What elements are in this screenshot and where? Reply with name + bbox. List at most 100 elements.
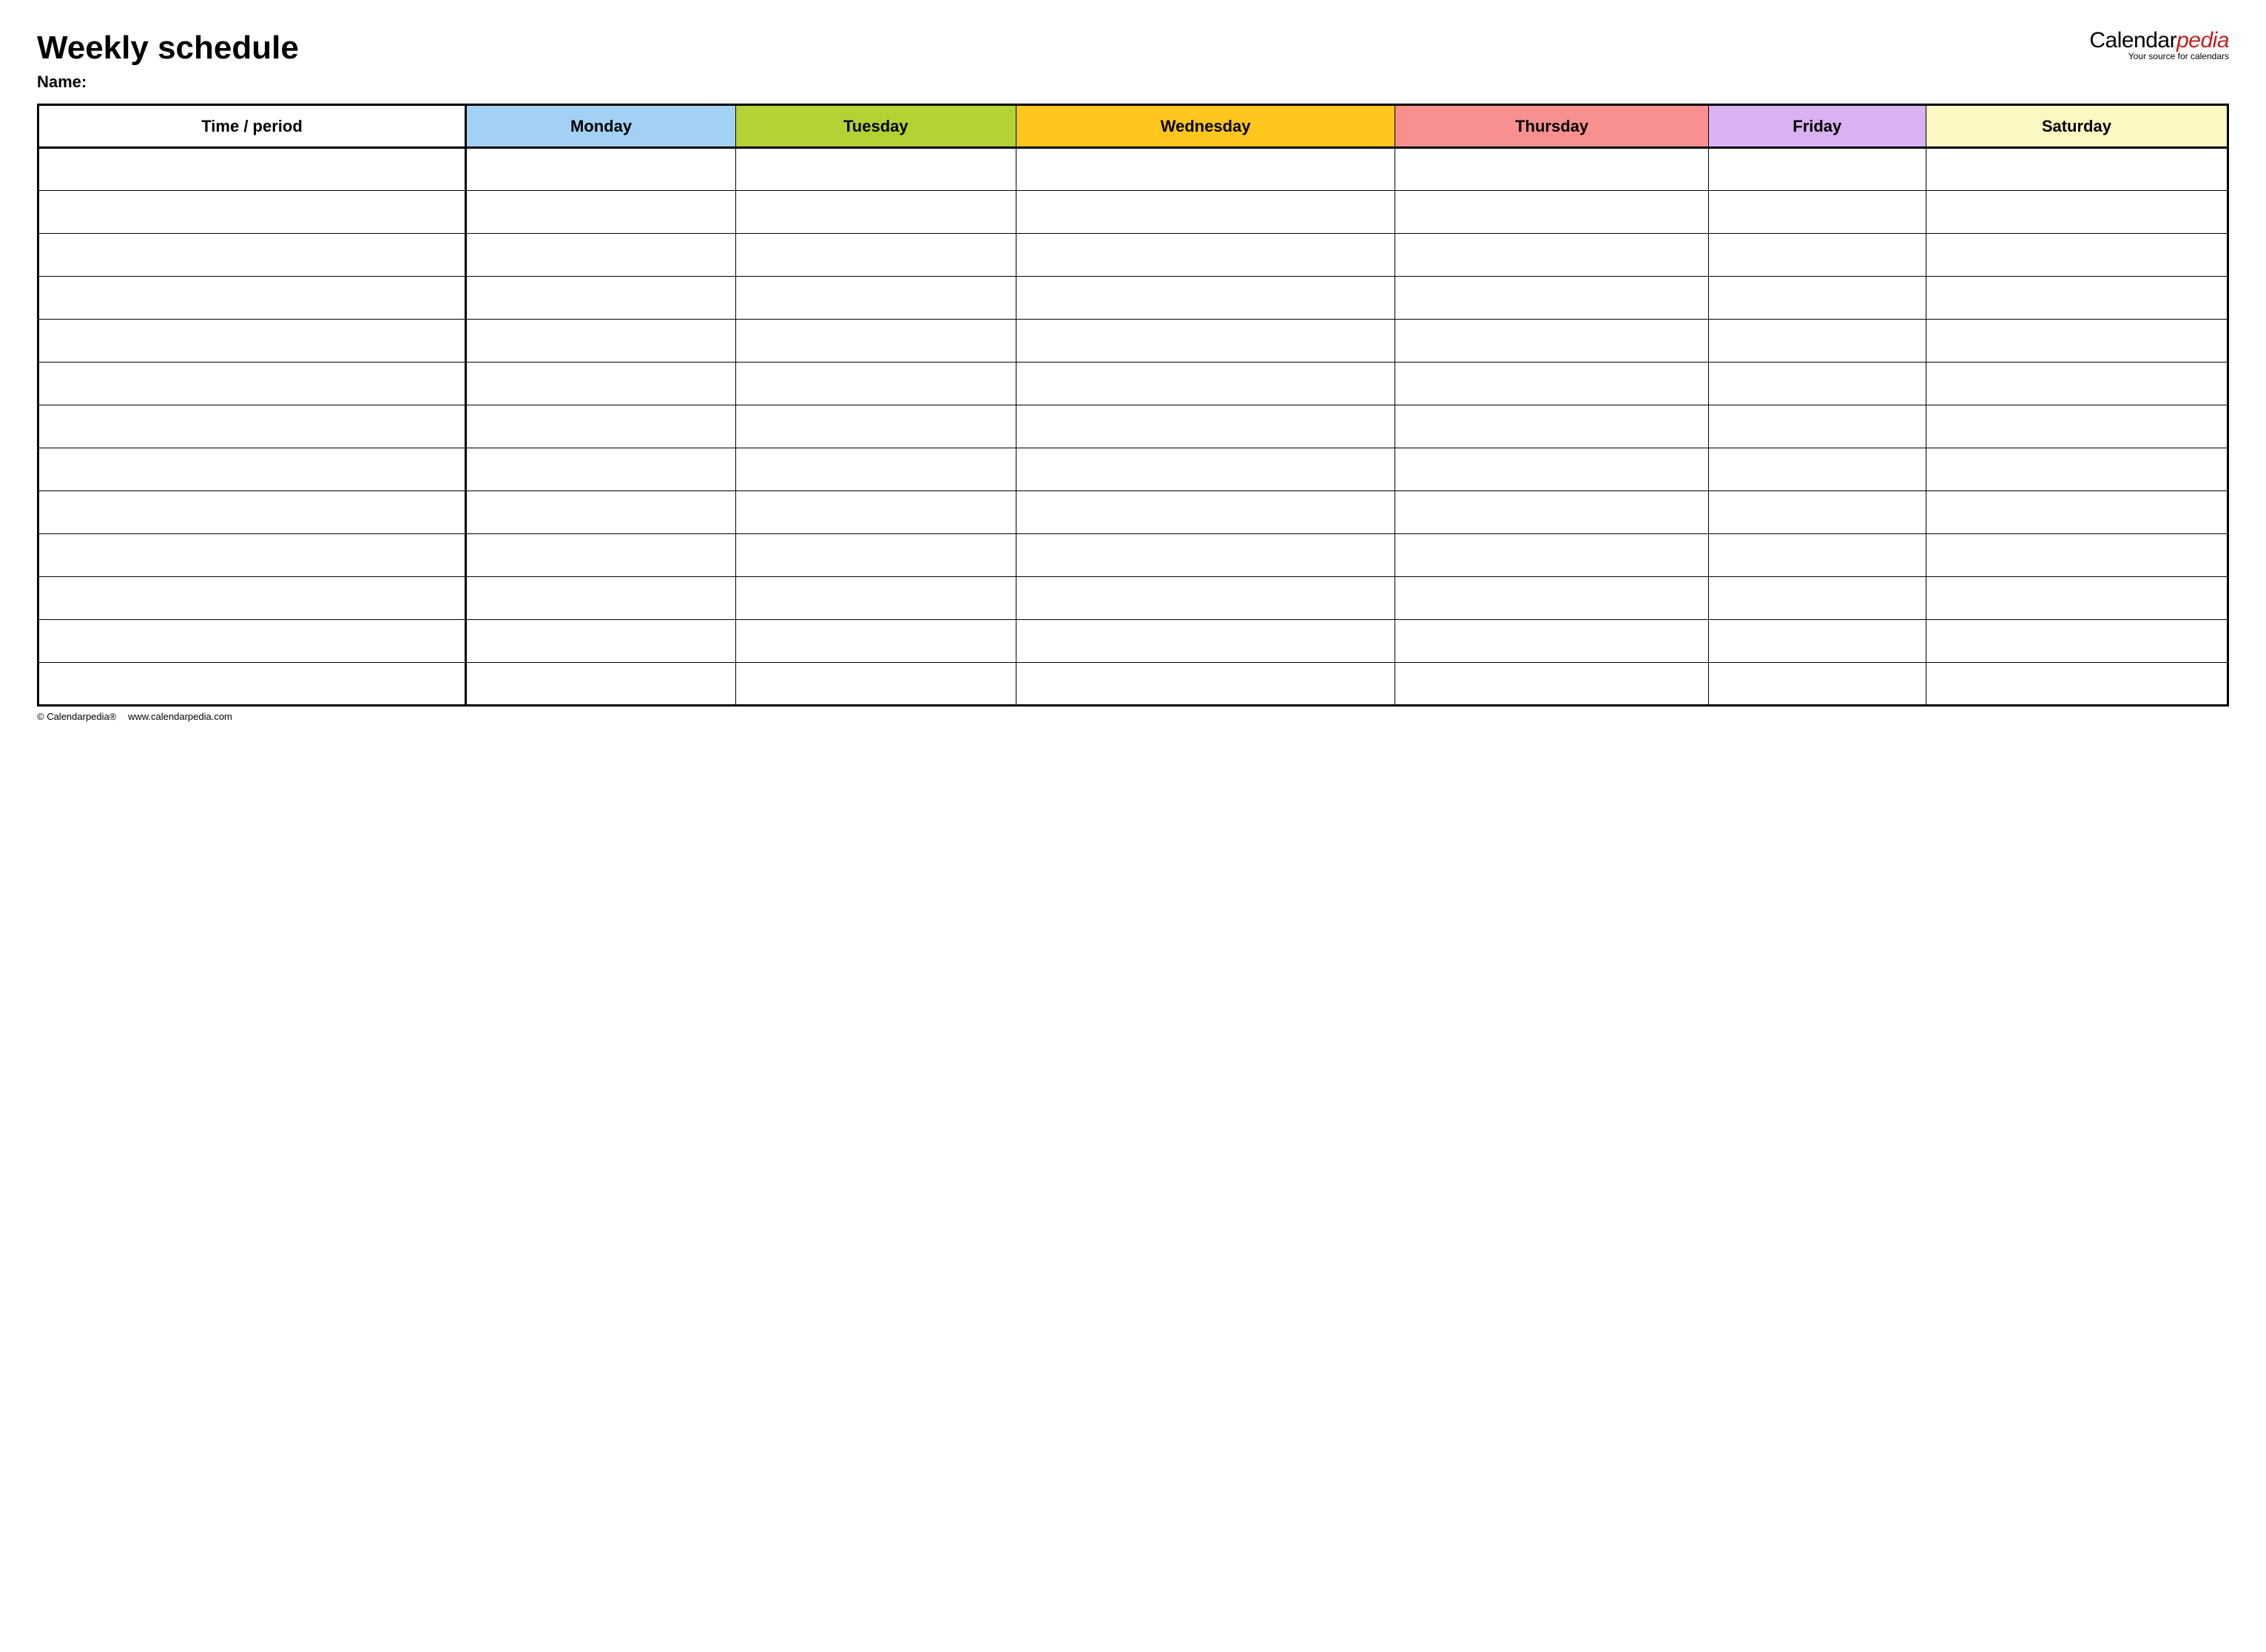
schedule-cell[interactable]	[1016, 534, 1395, 577]
schedule-cell[interactable]	[466, 534, 736, 577]
schedule-cell[interactable]	[466, 277, 736, 320]
time-period-cell[interactable]	[38, 148, 466, 191]
schedule-cell[interactable]	[1016, 491, 1395, 534]
schedule-cell[interactable]	[1926, 663, 2228, 706]
schedule-cell[interactable]	[735, 363, 1016, 405]
schedule-cell[interactable]	[1395, 534, 1708, 577]
schedule-cell[interactable]	[466, 234, 736, 277]
schedule-cell[interactable]	[1926, 491, 2228, 534]
schedule-cell[interactable]	[735, 663, 1016, 706]
schedule-cell[interactable]	[466, 491, 736, 534]
time-period-cell[interactable]	[38, 191, 466, 234]
schedule-cell[interactable]	[466, 663, 736, 706]
schedule-cell[interactable]	[1926, 277, 2228, 320]
schedule-cell[interactable]	[466, 363, 736, 405]
table-row	[38, 277, 2228, 320]
schedule-cell[interactable]	[1708, 448, 1926, 491]
schedule-cell[interactable]	[1395, 234, 1708, 277]
schedule-cell[interactable]	[1708, 320, 1926, 363]
schedule-cell[interactable]	[1395, 191, 1708, 234]
schedule-cell[interactable]	[1708, 405, 1926, 448]
schedule-cell[interactable]	[1708, 577, 1926, 620]
schedule-cell[interactable]	[735, 448, 1016, 491]
schedule-cell[interactable]	[466, 191, 736, 234]
schedule-cell[interactable]	[1926, 320, 2228, 363]
schedule-cell[interactable]	[1016, 191, 1395, 234]
schedule-cell[interactable]	[466, 148, 736, 191]
schedule-cell[interactable]	[1708, 148, 1926, 191]
schedule-cell[interactable]	[1708, 620, 1926, 663]
schedule-cell[interactable]	[735, 534, 1016, 577]
schedule-cell[interactable]	[1016, 620, 1395, 663]
schedule-cell[interactable]	[735, 577, 1016, 620]
schedule-cell[interactable]	[1926, 448, 2228, 491]
time-period-cell[interactable]	[38, 277, 466, 320]
time-period-cell[interactable]	[38, 405, 466, 448]
schedule-cell[interactable]	[1395, 448, 1708, 491]
schedule-cell[interactable]	[466, 577, 736, 620]
schedule-cell[interactable]	[466, 405, 736, 448]
table-row	[38, 577, 2228, 620]
schedule-cell[interactable]	[735, 491, 1016, 534]
schedule-cell[interactable]	[1926, 148, 2228, 191]
schedule-cell[interactable]	[735, 148, 1016, 191]
schedule-cell[interactable]	[466, 448, 736, 491]
schedule-cell[interactable]	[1016, 405, 1395, 448]
time-period-cell[interactable]	[38, 620, 466, 663]
schedule-cell[interactable]	[1395, 491, 1708, 534]
schedule-cell[interactable]	[1926, 405, 2228, 448]
schedule-cell[interactable]	[466, 620, 736, 663]
schedule-cell[interactable]	[1395, 405, 1708, 448]
schedule-cell[interactable]	[1708, 363, 1926, 405]
time-period-cell[interactable]	[38, 363, 466, 405]
schedule-cell[interactable]	[735, 234, 1016, 277]
schedule-cell[interactable]	[1016, 663, 1395, 706]
schedule-cell[interactable]	[1016, 448, 1395, 491]
table-row	[38, 234, 2228, 277]
schedule-cell[interactable]	[735, 405, 1016, 448]
schedule-cell[interactable]	[1926, 191, 2228, 234]
schedule-cell[interactable]	[1926, 620, 2228, 663]
time-period-cell[interactable]	[38, 577, 466, 620]
table-row	[38, 448, 2228, 491]
schedule-cell[interactable]	[1016, 148, 1395, 191]
table-row	[38, 620, 2228, 663]
time-period-cell[interactable]	[38, 320, 466, 363]
schedule-cell[interactable]	[1395, 363, 1708, 405]
schedule-cell[interactable]	[735, 191, 1016, 234]
schedule-cell[interactable]	[1926, 534, 2228, 577]
schedule-cell[interactable]	[1016, 234, 1395, 277]
schedule-cell[interactable]	[1926, 234, 2228, 277]
schedule-cell[interactable]	[1016, 277, 1395, 320]
schedule-cell[interactable]	[1708, 191, 1926, 234]
schedule-cell[interactable]	[1926, 577, 2228, 620]
time-period-cell[interactable]	[38, 448, 466, 491]
schedule-cell[interactable]	[1708, 663, 1926, 706]
schedule-cell[interactable]	[1395, 148, 1708, 191]
schedule-cell[interactable]	[735, 277, 1016, 320]
time-period-cell[interactable]	[38, 534, 466, 577]
schedule-cell[interactable]	[735, 620, 1016, 663]
schedule-cell[interactable]	[1395, 663, 1708, 706]
schedule-cell[interactable]	[1395, 577, 1708, 620]
time-period-cell[interactable]	[38, 663, 466, 706]
logo-tagline: Your source for calendars	[2089, 52, 2229, 61]
schedule-cell[interactable]	[1395, 277, 1708, 320]
time-period-cell[interactable]	[38, 234, 466, 277]
schedule-cell[interactable]	[1708, 534, 1926, 577]
schedule-cell[interactable]	[1926, 363, 2228, 405]
schedule-cell[interactable]	[466, 320, 736, 363]
logo-text-part2: pedia	[2176, 28, 2229, 53]
schedule-cell[interactable]	[1016, 363, 1395, 405]
schedule-cell[interactable]	[1016, 320, 1395, 363]
schedule-cell[interactable]	[735, 320, 1016, 363]
schedule-cell[interactable]	[1708, 234, 1926, 277]
schedule-cell[interactable]	[1708, 277, 1926, 320]
schedule-cell[interactable]	[1395, 320, 1708, 363]
time-period-cell[interactable]	[38, 491, 466, 534]
schedule-cell[interactable]	[1395, 620, 1708, 663]
schedule-cell[interactable]	[1016, 577, 1395, 620]
schedule-cell[interactable]	[1708, 491, 1926, 534]
table-row	[38, 148, 2228, 191]
brand-logo: Calendarpedia Your source for calendars	[2089, 30, 2229, 61]
